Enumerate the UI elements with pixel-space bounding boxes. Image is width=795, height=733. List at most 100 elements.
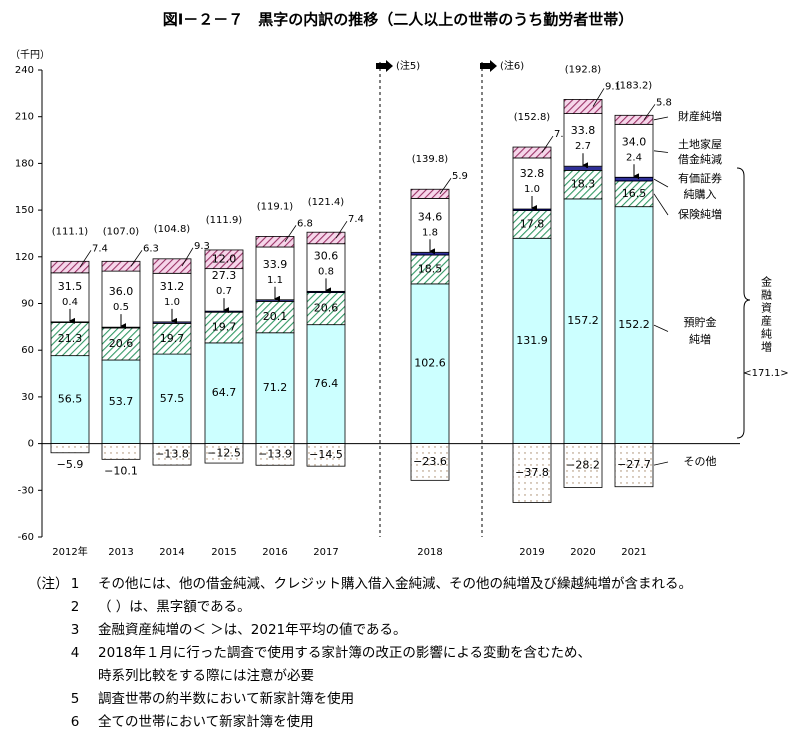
value-label: 18.3 xyxy=(571,178,596,191)
value-label: −14.5 xyxy=(309,448,343,461)
leader-line xyxy=(541,135,554,153)
value-label: −13.8 xyxy=(155,447,189,460)
bar-segment xyxy=(255,332,295,444)
bar-segment xyxy=(101,327,141,361)
x-tick-label: 2020 xyxy=(570,547,595,558)
value-label: 31.2 xyxy=(160,280,185,293)
value-label: 2.7 xyxy=(575,141,591,152)
bar-segment xyxy=(614,176,654,182)
x-tick-label: 2016 xyxy=(262,547,287,558)
value-label: 27.3 xyxy=(212,269,237,282)
value-label: 0.8 xyxy=(318,266,334,277)
bar-segment xyxy=(50,260,90,274)
value-label: −12.5 xyxy=(207,446,241,459)
bar-segment xyxy=(204,443,244,464)
total-label: (104.8) xyxy=(154,224,191,235)
value-label: 9.1 xyxy=(605,81,621,92)
y-tick-label: -30 xyxy=(18,485,34,496)
value-label: 33.8 xyxy=(571,124,596,137)
leader-line xyxy=(181,247,194,267)
value-label: 1.1 xyxy=(267,275,283,286)
bar-segment xyxy=(204,311,244,344)
bracket-label: 金融資産純増 xyxy=(760,275,773,354)
leader-line xyxy=(643,104,656,121)
legend-leader xyxy=(653,178,669,188)
bar-segment xyxy=(101,260,141,272)
note-text: 全ての世帯において新家計簿を使用 xyxy=(98,713,314,730)
total-label: (183.2) xyxy=(616,80,653,91)
note-number: 4 xyxy=(71,645,80,661)
leader-line xyxy=(335,220,348,239)
value-label: 7.0 xyxy=(554,129,570,140)
leader-line xyxy=(439,178,452,195)
legend-leader xyxy=(653,150,669,153)
value-label: 31.5 xyxy=(58,280,83,293)
leader-line xyxy=(79,250,92,268)
bar-segment xyxy=(152,258,192,274)
value-label: 21.3 xyxy=(58,332,83,345)
note-number: 3 xyxy=(71,622,80,638)
legend-label: 純増 xyxy=(689,333,711,346)
value-label: 6.8 xyxy=(297,218,313,229)
total-label: (152.8) xyxy=(514,112,551,123)
marker-label: (注5) xyxy=(396,59,420,72)
bar-segment xyxy=(306,324,346,444)
value-label: 34.0 xyxy=(622,135,647,148)
bar-segment xyxy=(101,359,141,444)
value-label: −13.9 xyxy=(258,447,292,460)
bar-segment xyxy=(152,443,192,466)
bar-segment xyxy=(512,237,552,445)
value-label: 152.2 xyxy=(618,318,650,331)
bracket xyxy=(736,167,751,439)
bar-segment xyxy=(512,443,552,503)
bar-segment xyxy=(101,443,141,460)
legend-leader xyxy=(653,324,669,332)
note-text: その他には、他の借金純減、クレジット購入借入金純減、その他の純増及び繰越純増が含… xyxy=(98,575,692,592)
bar-segment xyxy=(410,254,450,285)
note-text: 金融資産純増の＜ ＞は、2021年平均の値である。 xyxy=(98,622,407,638)
value-label: 9.3 xyxy=(194,241,210,252)
chart-title: 図Ⅰ－２－７ 黒字の内訳の推移（二人以上の世帯のうち勤労者世帯） xyxy=(163,11,634,29)
y-tick-label: 30 xyxy=(21,392,34,403)
bar-segment xyxy=(152,323,192,355)
legend-label: 土地家屋 xyxy=(678,137,722,151)
x-tick-label: 2021 xyxy=(621,547,646,558)
y-tick-label: 0 xyxy=(28,439,34,450)
value-label: 2.4 xyxy=(626,152,642,163)
notes-label: （注） xyxy=(28,576,69,592)
total-label: (111.1) xyxy=(52,226,89,237)
value-label: 64.7 xyxy=(212,386,237,399)
y-tick-label: 90 xyxy=(21,299,34,310)
x-tick-label: 2012年 xyxy=(52,545,87,558)
value-label: 33.9 xyxy=(263,258,288,271)
value-label: 12.0 xyxy=(212,252,237,265)
x-tick-label: 2015 xyxy=(211,547,236,558)
total-label: (111.9) xyxy=(206,215,243,226)
value-label: 20.6 xyxy=(314,302,339,315)
bar-segment xyxy=(204,249,244,270)
value-label: 0.4 xyxy=(62,297,78,308)
y-tick-label: 60 xyxy=(21,345,34,356)
value-label: 71.2 xyxy=(263,381,288,394)
legend-label: その他 xyxy=(684,455,717,468)
bar-segment xyxy=(563,170,603,200)
value-label: 17.8 xyxy=(520,217,545,230)
bar-segment xyxy=(410,443,450,481)
value-label: 102.6 xyxy=(414,357,446,370)
note-number: 2 xyxy=(71,599,80,615)
note-text: 調査世帯の約半数において新家計簿を使用 xyxy=(98,690,354,707)
value-label: 1.0 xyxy=(164,297,180,308)
x-tick-label: 2019 xyxy=(519,547,544,558)
legend-label: 保険純増 xyxy=(678,207,722,221)
value-label: 19.7 xyxy=(160,332,185,345)
leader-line xyxy=(592,88,605,107)
bar-segment xyxy=(614,206,654,445)
note-number: 5 xyxy=(71,691,80,707)
legend-leader xyxy=(653,461,669,466)
y-tick-label: 240 xyxy=(15,65,34,76)
bar-segment xyxy=(255,236,295,248)
bar-segment xyxy=(563,165,603,171)
total-label: (192.8) xyxy=(565,64,602,75)
